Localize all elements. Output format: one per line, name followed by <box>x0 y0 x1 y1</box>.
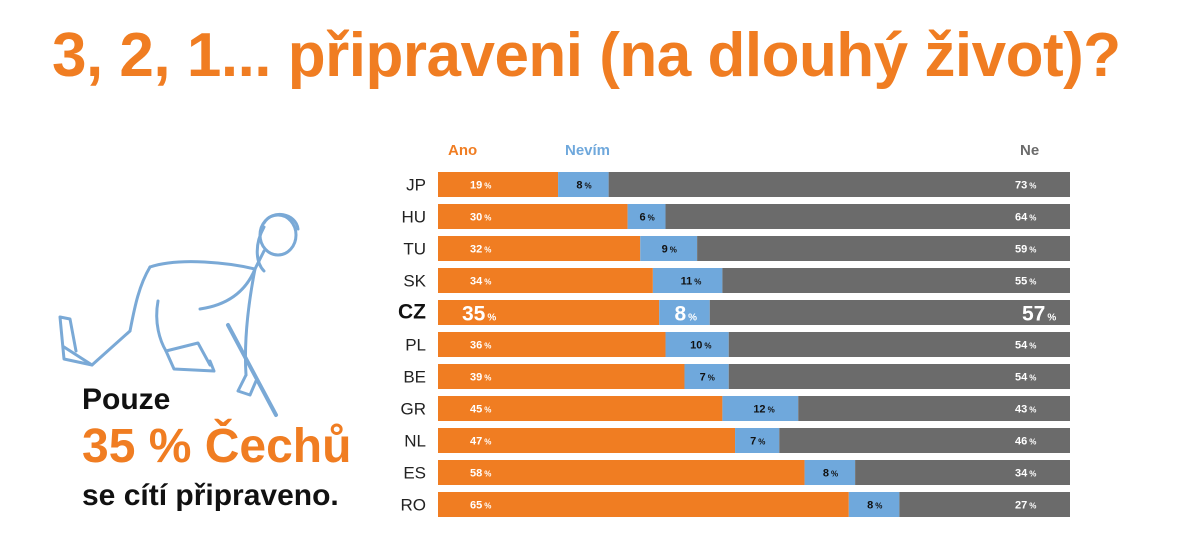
bar-segment <box>438 268 653 293</box>
value-label: 32% <box>470 244 491 256</box>
bar-segment <box>722 268 1070 293</box>
value-label: 45% <box>470 404 491 416</box>
category-label: ES <box>403 464 426 483</box>
bar-segment <box>728 332 1070 357</box>
callout-highlight: 35 % Čechů <box>82 420 352 473</box>
value-label: 39% <box>470 372 491 384</box>
bar-segment <box>684 364 729 389</box>
value-label: 54% <box>1015 340 1036 352</box>
value-label: 34% <box>1015 468 1036 480</box>
value-label: 59% <box>1015 244 1036 256</box>
bar-segment <box>438 428 736 453</box>
bar-segment <box>640 236 698 261</box>
category-label: JP <box>406 176 426 195</box>
category-label: GR <box>401 400 427 419</box>
value-label: 8% <box>823 468 838 480</box>
value-label: 19% <box>470 180 491 192</box>
bar-segment <box>899 492 1070 517</box>
bar-segment <box>438 396 723 421</box>
bar-segment <box>779 428 1070 453</box>
runner-illustration <box>58 213 300 417</box>
page-title: 3, 2, 1... připraveni (na dlouhý život)? <box>52 21 1121 90</box>
value-label: 9% <box>662 244 677 256</box>
bar-segment <box>697 236 1070 261</box>
bar-segment <box>438 364 685 389</box>
value-label: 11% <box>681 276 702 288</box>
value-label: 54% <box>1015 372 1036 384</box>
value-label: 8% <box>674 303 697 326</box>
value-label: 34% <box>470 276 491 288</box>
value-label: 57% <box>1022 303 1056 326</box>
bar-segment <box>848 492 900 517</box>
category-label: HU <box>401 208 426 227</box>
bar-segment <box>438 300 660 325</box>
bar-segment <box>709 300 1070 325</box>
legend-label-2: Ne <box>1020 142 1039 159</box>
bar-segment <box>728 364 1070 389</box>
bar-segment <box>438 460 805 485</box>
bar-segment <box>665 204 1070 229</box>
category-label: NL <box>404 432 426 451</box>
category-label: CZ <box>398 301 426 324</box>
value-label: 8% <box>867 500 882 512</box>
value-label: 65% <box>470 500 491 512</box>
bar-segment <box>438 332 666 357</box>
value-label: 55% <box>1015 276 1036 288</box>
legend-label-0: Ano <box>448 142 477 159</box>
bar-segment <box>659 300 710 325</box>
value-label: 7% <box>700 372 715 384</box>
category-label: SK <box>403 272 426 291</box>
bar-segment <box>627 204 666 229</box>
value-label: 73% <box>1015 180 1036 192</box>
category-label: PL <box>405 336 426 355</box>
value-label: 58% <box>470 468 491 480</box>
value-label: 35% <box>462 303 496 326</box>
bar-segment <box>798 396 1070 421</box>
bar-segment <box>855 460 1070 485</box>
value-label: 47% <box>470 436 491 448</box>
bar-segment <box>438 492 849 517</box>
category-label: TU <box>403 240 426 259</box>
value-label: 8% <box>576 180 591 192</box>
bar-segment <box>804 460 856 485</box>
value-label: 10% <box>690 340 711 352</box>
value-label: 43% <box>1015 404 1036 416</box>
bar-segment <box>438 204 628 229</box>
value-label: 46% <box>1015 436 1036 448</box>
legend-label-1: Nevím <box>565 142 610 159</box>
value-label: 36% <box>470 340 491 352</box>
value-label: 7% <box>750 436 765 448</box>
bar-segment <box>722 396 799 421</box>
bar-segment <box>735 428 780 453</box>
value-label: 12% <box>753 404 774 416</box>
bar-segment <box>438 236 641 261</box>
callout-line-3: se cítí připraveno. <box>82 479 339 512</box>
callout-line-1: Pouze <box>82 383 171 416</box>
value-label: 6% <box>640 212 655 224</box>
bar-segment <box>608 172 1070 197</box>
category-label: RO <box>401 496 427 515</box>
bar-segment <box>652 268 723 293</box>
value-label: 27% <box>1015 500 1036 512</box>
category-label: BE <box>403 368 426 387</box>
value-label: 30% <box>470 212 491 224</box>
bar-segment <box>438 172 559 197</box>
value-label: 64% <box>1015 212 1036 224</box>
bar-segment <box>665 332 729 357</box>
callout-block: Pouze 35 % Čechů se cítí připraveno. <box>82 382 382 516</box>
bar-segment <box>558 172 609 197</box>
